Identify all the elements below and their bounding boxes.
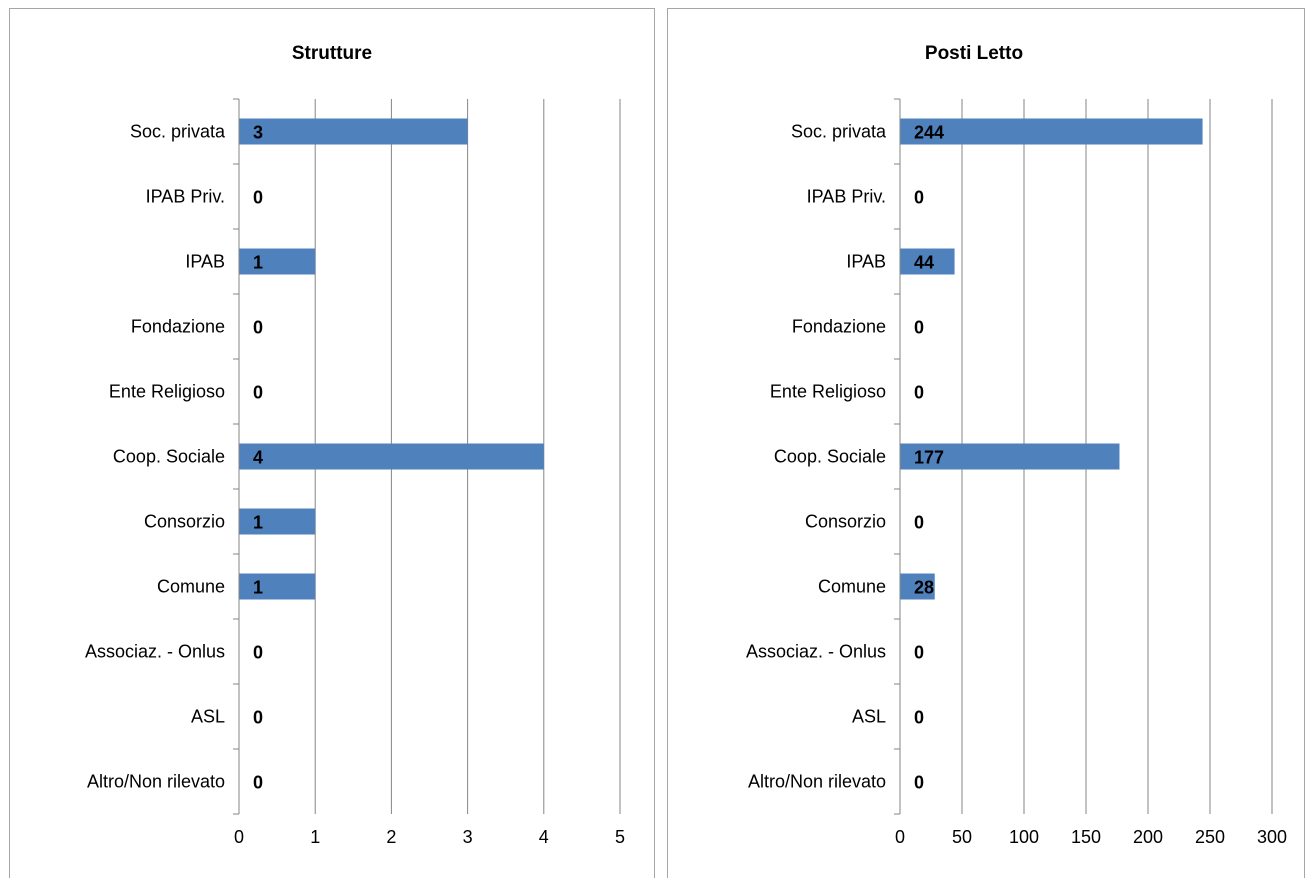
data-label-asl: 0 xyxy=(253,708,263,728)
bar-comune xyxy=(239,573,316,600)
x-tick-label: 300 xyxy=(1257,827,1287,847)
bar-ipab xyxy=(900,248,955,275)
bar-soc-privata xyxy=(900,118,1203,145)
category-label: Associaz. - Onlus xyxy=(746,642,886,662)
category-label: IPAB xyxy=(185,252,225,272)
data-label-fondazione: 0 xyxy=(253,318,263,338)
category-label: IPAB Priv. xyxy=(807,187,886,207)
data-label-ente-religioso: 0 xyxy=(253,383,263,403)
data-label-comune: 1 xyxy=(253,578,263,598)
category-label: Consorzio xyxy=(144,512,225,532)
bar-ipab xyxy=(239,248,316,275)
data-label-ipab-priv: 0 xyxy=(253,188,263,208)
category-label: Ente Religioso xyxy=(109,382,225,402)
x-tick-label: 150 xyxy=(1071,827,1101,847)
category-label: Comune xyxy=(818,577,886,597)
category-label: ASL xyxy=(191,707,225,727)
chart-posti-letto: Posti Letto 0 50 100 150 200 250 300 Soc. privat… xyxy=(746,43,1287,847)
category-label: Soc. privata xyxy=(130,122,226,142)
bar-consorzio xyxy=(239,508,316,535)
category-label: Consorzio xyxy=(805,512,886,532)
category-label: Coop. Sociale xyxy=(774,447,886,467)
data-label-asl: 0 xyxy=(914,708,924,728)
data-label-soc-privata: 244 xyxy=(914,123,944,143)
category-label: Altro/Non rilevato xyxy=(748,772,886,792)
bar-soc-privata xyxy=(239,118,468,145)
x-tick-label: 1 xyxy=(310,827,320,847)
x-tick-label: 2 xyxy=(386,827,396,847)
x-tick-label: 4 xyxy=(539,827,549,847)
chart-title: Posti Letto xyxy=(925,43,1023,64)
data-label-altro-non-rilevato: 0 xyxy=(914,773,924,793)
chart-panel-posti-letto: Posti Letto 0 50 100 150 200 250 300 Soc. privat… xyxy=(667,8,1305,878)
data-label-ipab-priv: 0 xyxy=(914,188,924,208)
category-label: Fondazione xyxy=(131,317,225,337)
category-label: Associaz. - Onlus xyxy=(85,642,225,662)
data-label-consorzio: 0 xyxy=(914,513,924,533)
category-label: ASL xyxy=(852,707,886,727)
chart-panel-strutture: Strutture 0 1 2 3 4 5 Soc. privata 3 IPAB Priv. 0 I… xyxy=(9,8,655,878)
category-label: Fondazione xyxy=(792,317,886,337)
data-label-coop-sociale: 4 xyxy=(253,448,263,468)
data-label-consorzio: 1 xyxy=(253,513,263,533)
x-tick-label: 50 xyxy=(952,827,972,847)
data-label-associaz-onlus: 0 xyxy=(253,643,263,663)
category-label: Comune xyxy=(157,577,225,597)
x-tick-label: 3 xyxy=(463,827,473,847)
x-tick-label: 200 xyxy=(1133,827,1163,847)
chart-title: Strutture xyxy=(292,43,372,64)
category-label: Soc. privata xyxy=(791,122,887,142)
data-label-ipab: 44 xyxy=(914,253,934,273)
x-tick-label: 5 xyxy=(615,827,625,847)
category-label: Ente Religioso xyxy=(770,382,886,402)
bar-comune xyxy=(900,573,935,600)
data-label-ipab: 1 xyxy=(253,253,263,273)
category-label: Coop. Sociale xyxy=(113,447,225,467)
data-label-fondazione: 0 xyxy=(914,318,924,338)
category-label: IPAB xyxy=(846,252,886,272)
data-label-altro-non-rilevato: 0 xyxy=(253,773,263,793)
x-tick-label: 100 xyxy=(1009,827,1039,847)
chart-strutture: Strutture 0 1 2 3 4 5 Soc. privata 3 IPAB Priv. 0 I… xyxy=(85,43,625,847)
data-label-associaz-onlus: 0 xyxy=(914,643,924,663)
bar-coop-sociale xyxy=(239,443,544,470)
data-label-soc-privata: 3 xyxy=(253,123,263,143)
x-tick-label: 0 xyxy=(234,827,244,847)
category-label: Altro/Non rilevato xyxy=(87,772,225,792)
bar-coop-sociale xyxy=(900,443,1120,470)
x-tick-label: 0 xyxy=(895,827,905,847)
category-label: IPAB Priv. xyxy=(146,187,225,207)
data-label-ente-religioso: 0 xyxy=(914,383,924,403)
data-label-comune: 28 xyxy=(914,578,934,598)
x-tick-label: 250 xyxy=(1195,827,1225,847)
data-label-coop-sociale: 177 xyxy=(914,448,944,468)
